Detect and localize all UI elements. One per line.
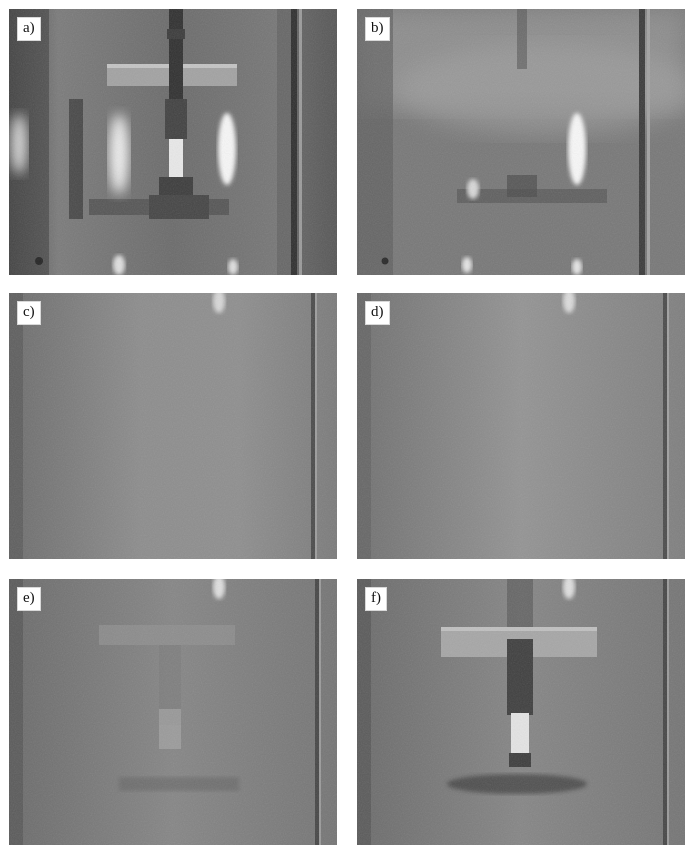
panel-label-c: c) xyxy=(17,301,41,325)
photo-panel-f: f) xyxy=(357,579,685,845)
photo-a-image xyxy=(9,9,337,275)
photo-panel-c: c) xyxy=(9,293,337,559)
panel-label-d: d) xyxy=(365,301,390,325)
photo-panel-d: d) xyxy=(357,293,685,559)
photo-b-image xyxy=(357,9,685,275)
photo-panel-e: e) xyxy=(9,579,337,845)
panel-label-e: e) xyxy=(17,587,41,611)
panel-label-f: f) xyxy=(365,587,387,611)
photo-d-image xyxy=(357,293,685,559)
photo-f-image xyxy=(357,579,685,845)
photo-e-image xyxy=(9,579,337,845)
panel-label-a: a) xyxy=(17,17,41,41)
panel-label-b: b) xyxy=(365,17,390,41)
photo-c-image xyxy=(9,293,337,559)
photo-panel-b: b) xyxy=(357,9,685,275)
photo-panel-a: a) xyxy=(9,9,337,275)
